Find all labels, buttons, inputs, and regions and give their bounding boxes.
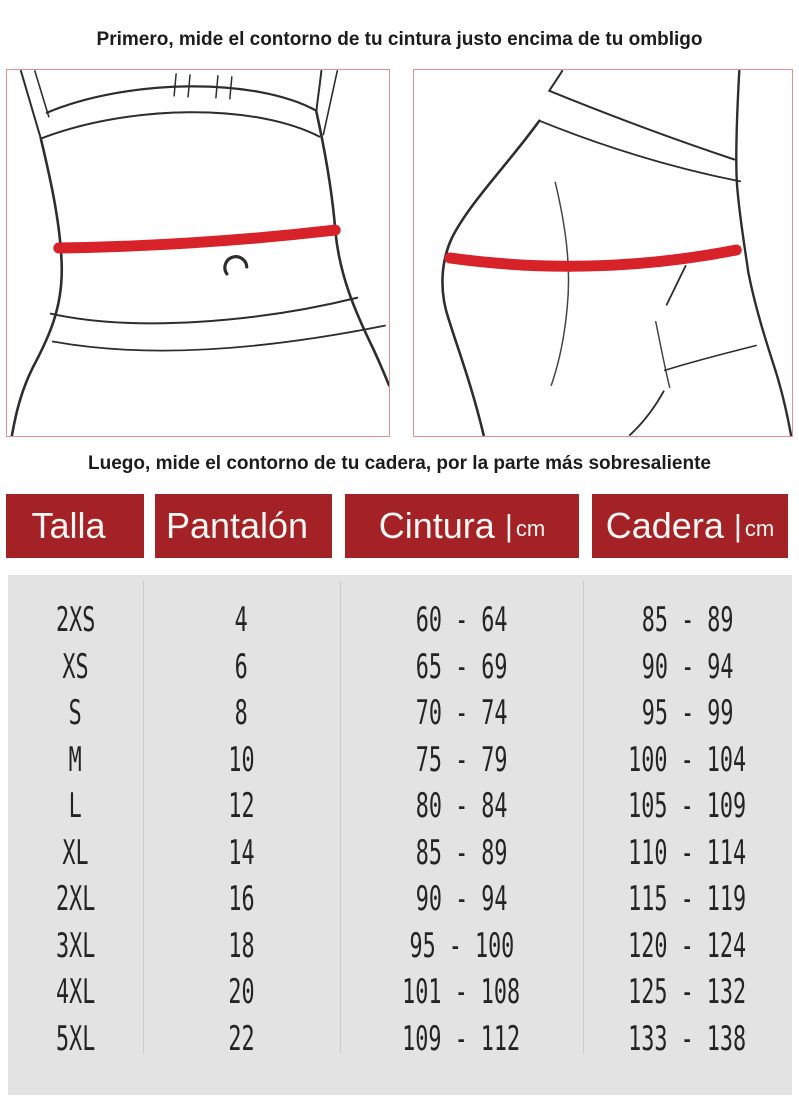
hip-instruction-text: Luego, mide el contorno de tu cadera, po… [88,453,711,474]
table-row: 5XL 22 109 - 112 133 - 138 [8,1016,792,1063]
cell-cadera: 90 - 94 [641,646,734,687]
table-row: S 8 70 - 74 95 - 99 [8,690,792,737]
unit-bar: | [504,507,513,543]
cell-pantalon: 8 [234,693,249,734]
waist-measurement-figure-box [6,69,390,437]
column-divider [583,581,584,1053]
cell-cadera: 85 - 89 [641,600,734,641]
header-label: Cintura [378,505,495,546]
table-row: 3XL 18 95 - 100 120 - 124 [8,923,792,970]
cell-cadera: 100 - 104 [628,739,747,780]
header-cell-cadera: Cadera | cm [592,494,788,558]
waist-measurement-illustration [10,70,389,436]
column-divider [143,581,144,1053]
table-row: 2XL 16 90 - 94 115 - 119 [8,876,792,923]
unit-label: cm [744,516,775,541]
cell-talla: 4XL [55,972,96,1013]
cell-pantalon: 20 [228,972,255,1013]
waist-measuring-band [53,224,341,254]
size-chart-body: 2XS 4 60 - 64 85 - 89 XS 6 65 - 69 90 - … [8,575,792,1095]
table-row: M 10 75 - 79 100 - 104 [8,737,792,784]
cell-talla: L [68,786,83,827]
unit-bar: | [733,507,742,543]
cell-cintura: 70 - 74 [415,693,508,734]
hip-measurement-figure-box [413,69,793,437]
cell-cintura: 109 - 112 [402,1018,521,1059]
cell-pantalon: 12 [228,786,255,827]
cell-pantalon: 18 [228,925,255,966]
header-cell-cintura: Cintura | cm [345,494,579,558]
cell-talla: M [68,739,83,780]
cell-cadera: 105 - 109 [628,786,747,827]
cell-cintura: 75 - 79 [415,739,508,780]
cell-cadera: 120 - 124 [628,925,747,966]
cell-talla: 2XS [55,600,96,641]
cell-cintura: 95 - 100 [409,925,514,966]
cell-pantalon: 16 [228,879,255,920]
header-label: Talla [31,505,106,546]
cell-pantalon: 10 [228,739,255,780]
cell-cadera: 110 - 114 [628,832,747,873]
cell-talla: XL [62,832,89,873]
cell-talla: XS [62,646,89,687]
cell-pantalon: 4 [234,600,249,641]
table-row: L 12 80 - 84 105 - 109 [8,783,792,830]
cell-pantalon: 6 [234,646,249,687]
cell-pantalon: 22 [228,1018,255,1059]
table-row: XL 14 85 - 89 110 - 114 [8,830,792,877]
header-cell-talla: Talla [6,494,144,558]
cell-cintura: 65 - 69 [415,646,508,687]
table-row: 4XL 20 101 - 108 125 - 132 [8,969,792,1016]
cell-talla: S [68,693,83,734]
unit-label: cm [515,516,546,541]
header-label: Cadera [605,505,724,546]
cell-talla: 5XL [55,1018,96,1059]
header-label: Pantalón [165,505,309,546]
waist-instruction-text: Primero, mide el contorno de tu cintura … [96,29,703,50]
header-cell-pantalon: Pantalón [155,494,332,558]
cell-cintura: 80 - 84 [415,786,508,827]
hip-measuring-band [444,244,742,272]
cell-pantalon: 14 [228,832,255,873]
cell-cintura: 85 - 89 [415,832,508,873]
cell-cadera: 133 - 138 [628,1018,747,1059]
cell-cadera: 95 - 99 [641,693,734,734]
hip-measurement-illustration [441,70,792,436]
cell-cintura: 60 - 64 [415,600,508,641]
table-row: XS 6 65 - 69 90 - 94 [8,644,792,691]
cell-cintura: 101 - 108 [402,972,521,1013]
cell-cintura: 90 - 94 [415,879,508,920]
cell-cadera: 125 - 132 [628,972,747,1013]
cell-cadera: 115 - 119 [628,879,747,920]
column-divider [340,581,341,1053]
cell-talla: 3XL [55,925,96,966]
table-row: 2XS 4 60 - 64 85 - 89 [8,597,792,644]
cell-talla: 2XL [55,879,96,920]
